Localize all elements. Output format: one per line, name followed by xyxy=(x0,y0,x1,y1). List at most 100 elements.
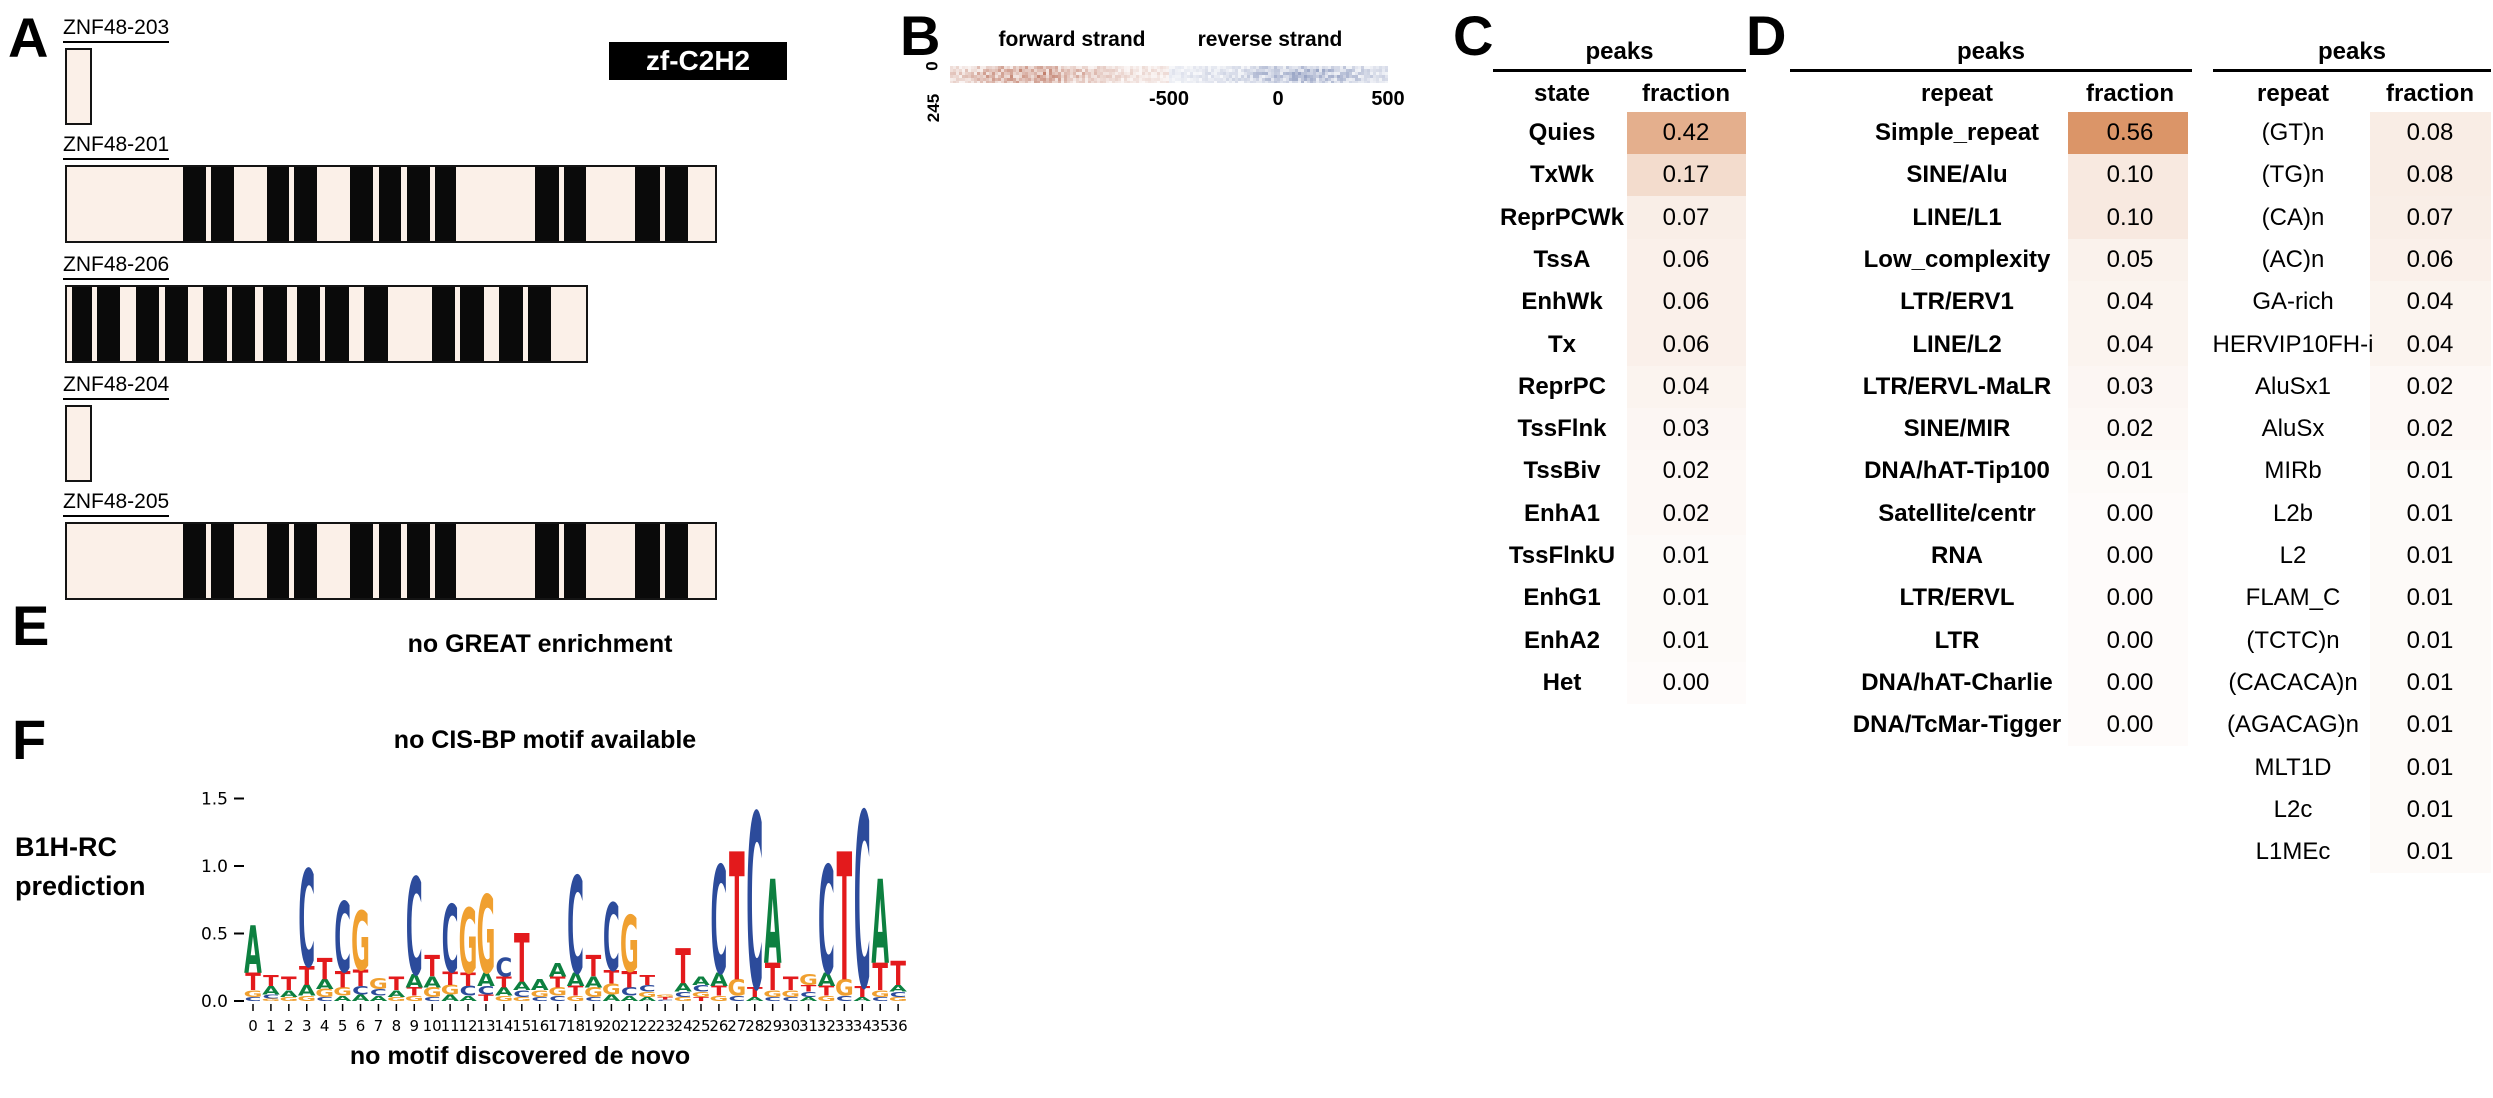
table-row-label: (CACACA)n xyxy=(2228,668,2358,696)
svg-text:A: A xyxy=(710,969,728,990)
svg-text:T: T xyxy=(604,967,620,988)
table-row-value: 0.01 xyxy=(2406,584,2454,612)
table-header-rule xyxy=(1790,69,2192,72)
svg-text:20: 20 xyxy=(602,1017,621,1035)
table-row-value: 0.04 xyxy=(2406,330,2454,358)
svg-text:23: 23 xyxy=(656,1017,675,1035)
svg-text:G: G xyxy=(620,899,639,990)
table-row-value: 0.06 xyxy=(1662,288,1710,316)
svg-text:G: G xyxy=(351,896,370,990)
svg-text:T: T xyxy=(854,983,871,1001)
svg-text:A: A xyxy=(620,994,639,1003)
svg-text:T: T xyxy=(729,817,745,1022)
zinc-finger-stripe xyxy=(431,287,456,361)
svg-text:C: C xyxy=(442,885,459,993)
svg-text:G: G xyxy=(297,994,316,1003)
fraction-cell-shading xyxy=(2370,492,2491,535)
svg-text:G: G xyxy=(566,994,585,1003)
svg-text:7: 7 xyxy=(374,1017,384,1035)
fraction-cell-shading xyxy=(2370,788,2491,831)
svg-text:G: G xyxy=(279,996,298,1002)
table-row-label: (AGACAG)n xyxy=(2226,711,2360,739)
zinc-finger-stripe xyxy=(72,287,92,361)
svg-text:G: G xyxy=(799,971,818,989)
svg-text:25: 25 xyxy=(691,1017,710,1035)
svg-text:C: C xyxy=(818,836,835,1008)
zinc-finger-stripe xyxy=(564,524,587,598)
strand-heatmap xyxy=(950,66,1388,83)
table-row-label: LTR/ERVL xyxy=(1899,584,2015,612)
svg-text:1.5: 1.5 xyxy=(201,790,228,810)
table-row-label: TxWk xyxy=(1529,161,1595,189)
zinc-finger-stripe xyxy=(263,287,287,361)
svg-text:G: G xyxy=(387,996,406,1002)
svg-text:T: T xyxy=(550,974,567,992)
table-row-value: 0.02 xyxy=(1662,457,1710,485)
svg-text:T: T xyxy=(622,968,638,994)
zinc-finger-stripe xyxy=(406,524,430,598)
table-row-label: (TCTC)n xyxy=(2246,626,2340,654)
zinc-finger-stripe xyxy=(325,287,349,361)
table-row-value: 0.08 xyxy=(2406,161,2454,189)
fraction-cell-shading xyxy=(1627,407,1746,451)
fraction-cell-shading xyxy=(2068,323,2188,366)
svg-text:A: A xyxy=(316,978,334,993)
svg-text:A: A xyxy=(549,960,567,981)
svg-text:C: C xyxy=(764,996,781,1002)
table-column-header: fraction xyxy=(2385,80,2475,107)
svg-text:T: T xyxy=(890,953,906,993)
svg-text:32: 32 xyxy=(817,1017,836,1035)
table-column-header: fraction xyxy=(1641,80,1731,107)
svg-text:26: 26 xyxy=(709,1017,728,1035)
forward-strand-label: forward strand xyxy=(998,28,1146,51)
table-row-value: 0.06 xyxy=(1662,245,1710,273)
svg-text:A: A xyxy=(746,996,764,1002)
heatmap-x-tick: 0 xyxy=(1272,88,1284,110)
fraction-cell-shading xyxy=(2370,704,2491,747)
transcript-label: ZNF48-204 xyxy=(63,373,170,400)
table-row-value: 0.00 xyxy=(2106,711,2154,739)
fraction-cell-shading xyxy=(1627,111,1746,155)
fraction-cell-shading xyxy=(2370,407,2491,451)
table-row-label: Satellite/centr xyxy=(1878,499,2036,527)
sequence-logo: 0.00.51.01.5CGTA0GCAT1GAT2GATC3CGAT4AGTC… xyxy=(201,770,908,1045)
table-row-value: 0.42 xyxy=(1662,119,1710,146)
svg-text:T: T xyxy=(657,996,674,1000)
table-row-value: 0.04 xyxy=(2106,288,2154,316)
svg-text:T: T xyxy=(586,950,602,985)
svg-text:G: G xyxy=(441,983,460,998)
svg-text:6: 6 xyxy=(356,1017,366,1035)
reverse-strand-label: reverse strand xyxy=(1197,28,1343,51)
table-row-label: EnhG1 xyxy=(1523,584,1601,612)
svg-text:C: C xyxy=(334,883,351,994)
transcript-label: ZNF48-203 xyxy=(63,16,170,43)
transcript-box xyxy=(65,285,588,363)
table-row-label: DNA/hAT-Charlie xyxy=(1861,668,2053,696)
table-row-label: Tx xyxy=(1547,330,1577,358)
svg-text:C: C xyxy=(316,996,333,1002)
svg-text:C: C xyxy=(460,984,477,999)
svg-text:A: A xyxy=(405,971,423,992)
table-row-label: L2c xyxy=(2273,795,2313,823)
fraction-cell-shading xyxy=(2370,619,2491,662)
svg-text:G: G xyxy=(656,994,675,998)
svg-text:G: G xyxy=(369,975,388,993)
table-row-label: ReprPC xyxy=(1517,372,1607,400)
svg-text:C: C xyxy=(657,999,674,1001)
table-row-value: 0.01 xyxy=(1662,626,1710,654)
zinc-finger-stripe xyxy=(635,524,660,598)
svg-text:9: 9 xyxy=(410,1017,420,1035)
table-row-label: FLAM_C xyxy=(2245,584,2341,612)
svg-text:G: G xyxy=(602,980,621,998)
table-row-value: 0.03 xyxy=(1662,415,1710,443)
svg-text:C: C xyxy=(406,850,423,1006)
svg-text:G: G xyxy=(835,976,854,1002)
table-row-label: L2 xyxy=(2279,542,2307,569)
table-row-value: 0.06 xyxy=(2406,245,2454,273)
table-row-value: 0.02 xyxy=(2106,415,2154,443)
domain-badge-zf-c2h2: zf-C2H2 xyxy=(609,42,787,80)
table-column-header: fraction xyxy=(2085,80,2175,107)
svg-text:A: A xyxy=(531,976,549,994)
svg-text:C: C xyxy=(872,996,889,1002)
svg-text:G: G xyxy=(262,998,281,1002)
